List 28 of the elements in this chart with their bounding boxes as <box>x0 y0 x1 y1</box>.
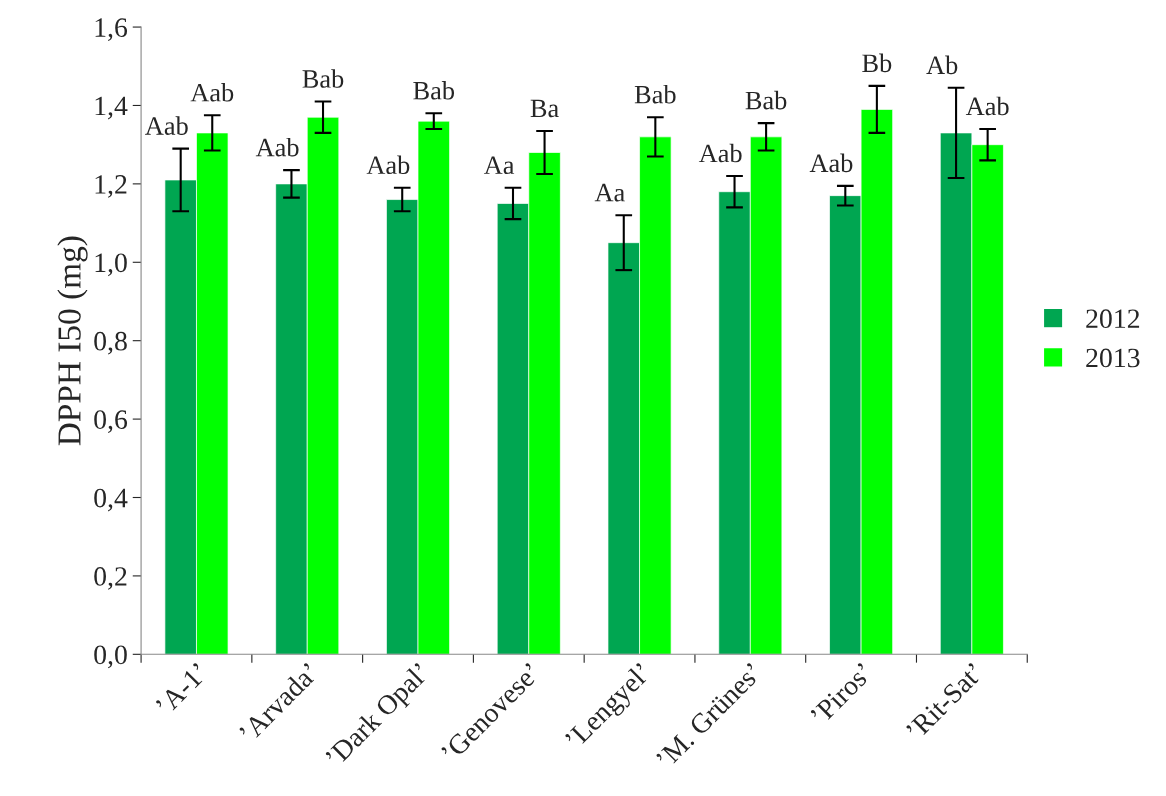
data-label: Aab <box>190 83 234 102</box>
data-label: Aab <box>255 137 299 157</box>
data-label: Ab <box>926 55 958 75</box>
data-label: Aab <box>145 116 188 135</box>
y-tick-label: 0,8 <box>94 331 127 355</box>
data-label: Aab <box>698 143 742 163</box>
data-label: Bab <box>413 81 455 100</box>
y-tick-label: 1,6 <box>95 18 128 41</box>
data-label: Bab <box>745 90 787 110</box>
y-axis-title: DPPH I50 (mg) <box>57 236 88 446</box>
data-label: Aab <box>809 153 853 173</box>
y-tick-label: 0,6 <box>94 410 128 433</box>
data-label: Ba <box>530 99 559 118</box>
data-label: Aab <box>366 155 410 175</box>
legend-label: 2013 <box>1086 348 1140 368</box>
legend-label: 2012 <box>1086 309 1140 329</box>
y-tick-label: 0,4 <box>94 488 128 512</box>
data-label: Bab <box>302 69 344 88</box>
data-label: Aab <box>965 96 1009 116</box>
y-tick-label: 0,2 <box>94 567 127 590</box>
data-label: Aa <box>483 156 515 175</box>
y-tick-label: 1,4 <box>95 96 128 120</box>
data-label: Bab <box>634 84 676 104</box>
y-tick-label: 1,2 <box>95 175 127 198</box>
y-tick-label: 0,0 <box>94 645 127 669</box>
data-label: Aa <box>594 183 625 202</box>
data-label: Bb <box>862 53 892 73</box>
y-tick-label: 1,0 <box>95 253 127 277</box>
